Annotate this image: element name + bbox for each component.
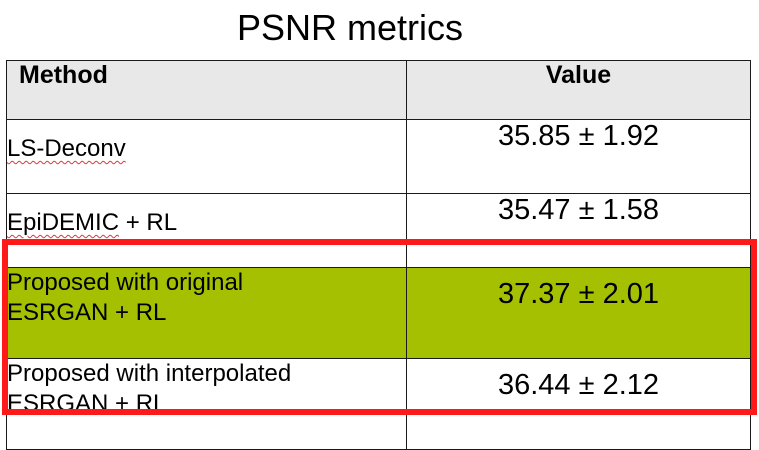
method-name: LS-Deconv	[7, 135, 126, 162]
method-cell: EpiDEMIC + RL	[6, 193, 407, 268]
value-cell: 35.85 ± 1.92	[406, 119, 751, 194]
value-cell: 37.37 ± 2.01	[406, 267, 751, 359]
method-line-2: ESRGAN + RL	[7, 390, 167, 417]
value-cell: 35.47 ± 1.58	[406, 193, 751, 268]
method-cell: Proposed with original ESRGAN + RL	[6, 267, 407, 359]
method-line-1: Proposed with original	[7, 269, 244, 296]
table-row: LS-Deconv 35.85 ± 1.92	[6, 119, 751, 194]
psnr-table: Method Value LS-Deconv 35.85 ± 1.92 EpiD…	[6, 60, 751, 450]
method-column-header: Method	[6, 60, 407, 120]
table-row: EpiDEMIC + RL 35.47 ± 1.58	[6, 193, 751, 268]
value-cell: 36.44 ± 2.12	[406, 358, 751, 450]
method-suffix: + RL	[119, 209, 178, 236]
page-title: PSNR metrics	[236, 7, 464, 48]
value-column-header: Value	[406, 60, 751, 120]
method-line-2: ESRGAN + RL	[7, 299, 167, 326]
method-cell: LS-Deconv	[6, 119, 407, 194]
method-line-1: Proposed with interpolated	[7, 360, 292, 387]
method-name: EpiDEMIC	[7, 209, 120, 236]
table-row: Proposed with interpolated ESRGAN + RL 36…	[6, 358, 751, 450]
table-header-row: Method Value	[6, 60, 751, 120]
method-cell: Proposed with interpolated ESRGAN + RL	[6, 358, 407, 450]
table-row-highlighted: Proposed with original ESRGAN + RL 37.37 …	[6, 267, 751, 359]
